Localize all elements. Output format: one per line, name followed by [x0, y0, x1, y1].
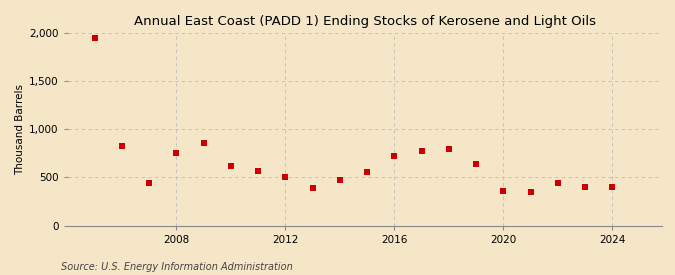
Point	[171, 151, 182, 155]
Point	[307, 186, 318, 191]
Point	[198, 141, 209, 145]
Point	[335, 178, 346, 182]
Point	[389, 153, 400, 158]
Point	[525, 190, 536, 194]
Point	[225, 164, 236, 168]
Point	[144, 181, 155, 185]
Point	[280, 175, 291, 180]
Point	[498, 189, 509, 193]
Text: Source: U.S. Energy Information Administration: Source: U.S. Energy Information Administ…	[61, 262, 292, 272]
Y-axis label: Thousand Barrels: Thousand Barrels	[15, 84, 25, 175]
Point	[580, 184, 591, 189]
Point	[253, 169, 264, 173]
Point	[607, 184, 618, 189]
Point	[443, 146, 454, 151]
Point	[553, 180, 564, 185]
Point	[89, 35, 100, 40]
Point	[117, 143, 128, 148]
Title: Annual East Coast (PADD 1) Ending Stocks of Kerosene and Light Oils: Annual East Coast (PADD 1) Ending Stocks…	[134, 15, 595, 28]
Point	[471, 162, 482, 167]
Point	[416, 149, 427, 153]
Point	[362, 169, 373, 174]
